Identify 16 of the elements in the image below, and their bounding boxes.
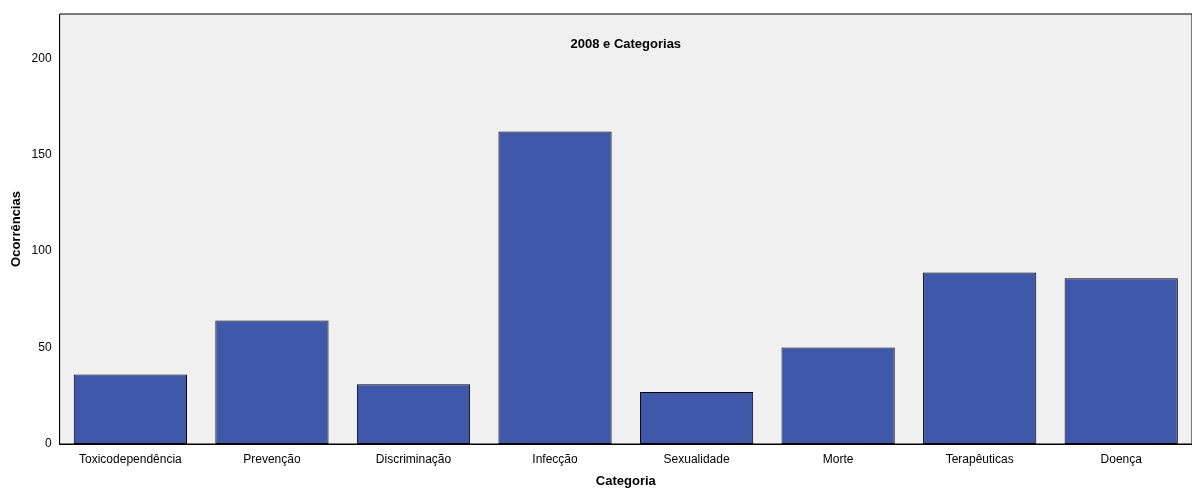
x-tick-label: Prevenção xyxy=(243,451,301,466)
x-tick-label: Toxicodependência xyxy=(79,451,183,466)
y-axis-title: Ocorrências xyxy=(8,191,24,267)
y-tick-label: 150 xyxy=(31,147,52,162)
y-tick-label: 200 xyxy=(31,50,52,65)
x-tick-label: Infecção xyxy=(532,451,579,466)
x-tick-label: Terapêuticas xyxy=(945,451,1014,466)
y-tick-label: 0 xyxy=(44,436,52,451)
x-axis-title: Categoria xyxy=(595,472,657,488)
x-tick-label: Sexualidade xyxy=(663,451,730,466)
x-tick-label: Discriminação xyxy=(375,451,452,466)
text: 2008 e Categorias xyxy=(570,35,682,51)
x-tick-label: Doença xyxy=(1100,451,1143,466)
y-tick-label: 100 xyxy=(31,243,52,258)
y-tick-label: 50 xyxy=(38,339,52,354)
x-tick-label: Morte xyxy=(822,451,854,466)
